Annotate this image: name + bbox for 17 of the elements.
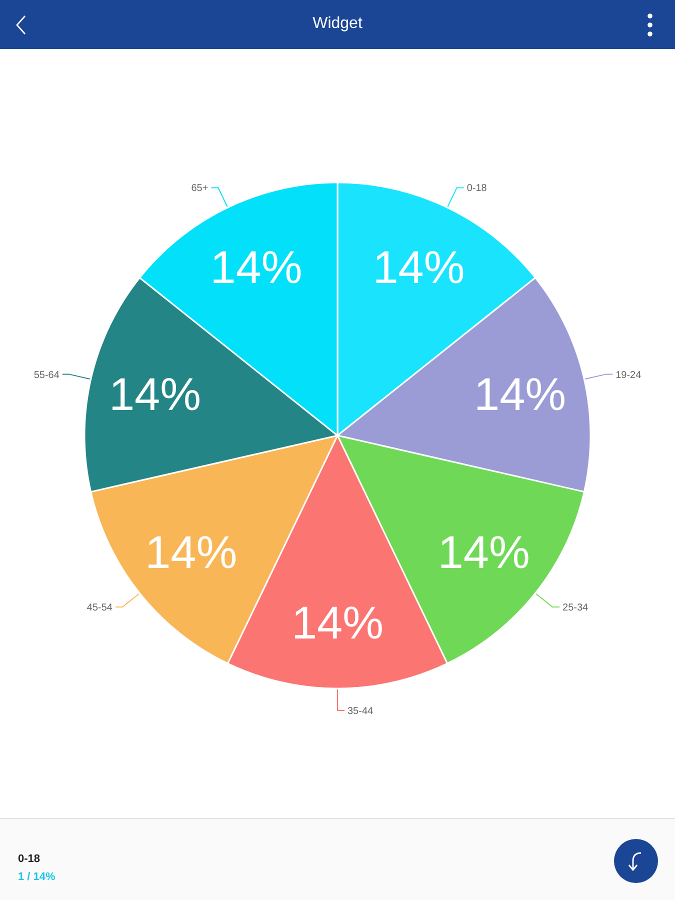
data-label: 14% (291, 596, 384, 649)
data-label: 14% (372, 240, 465, 293)
data-label: 14% (474, 368, 566, 420)
slice-label: 19-24 (616, 370, 642, 381)
data-label: 14% (108, 368, 202, 420)
slice-label: 0-18 (466, 183, 488, 194)
text: 0-18 (18, 853, 40, 866)
slice-label: 55-64 (34, 370, 60, 381)
slice-label: 25-34 (562, 602, 589, 614)
slice-label: 35-44 (348, 706, 374, 717)
slice-label: 45-54 (86, 602, 113, 614)
chart-title: Widget (312, 15, 362, 33)
text: 1 / 14% (18, 871, 56, 884)
slice-label: 65+ (191, 183, 208, 194)
data-label: 14% (145, 526, 238, 578)
data-label: 14% (210, 240, 302, 293)
data-label: 14% (438, 526, 530, 578)
